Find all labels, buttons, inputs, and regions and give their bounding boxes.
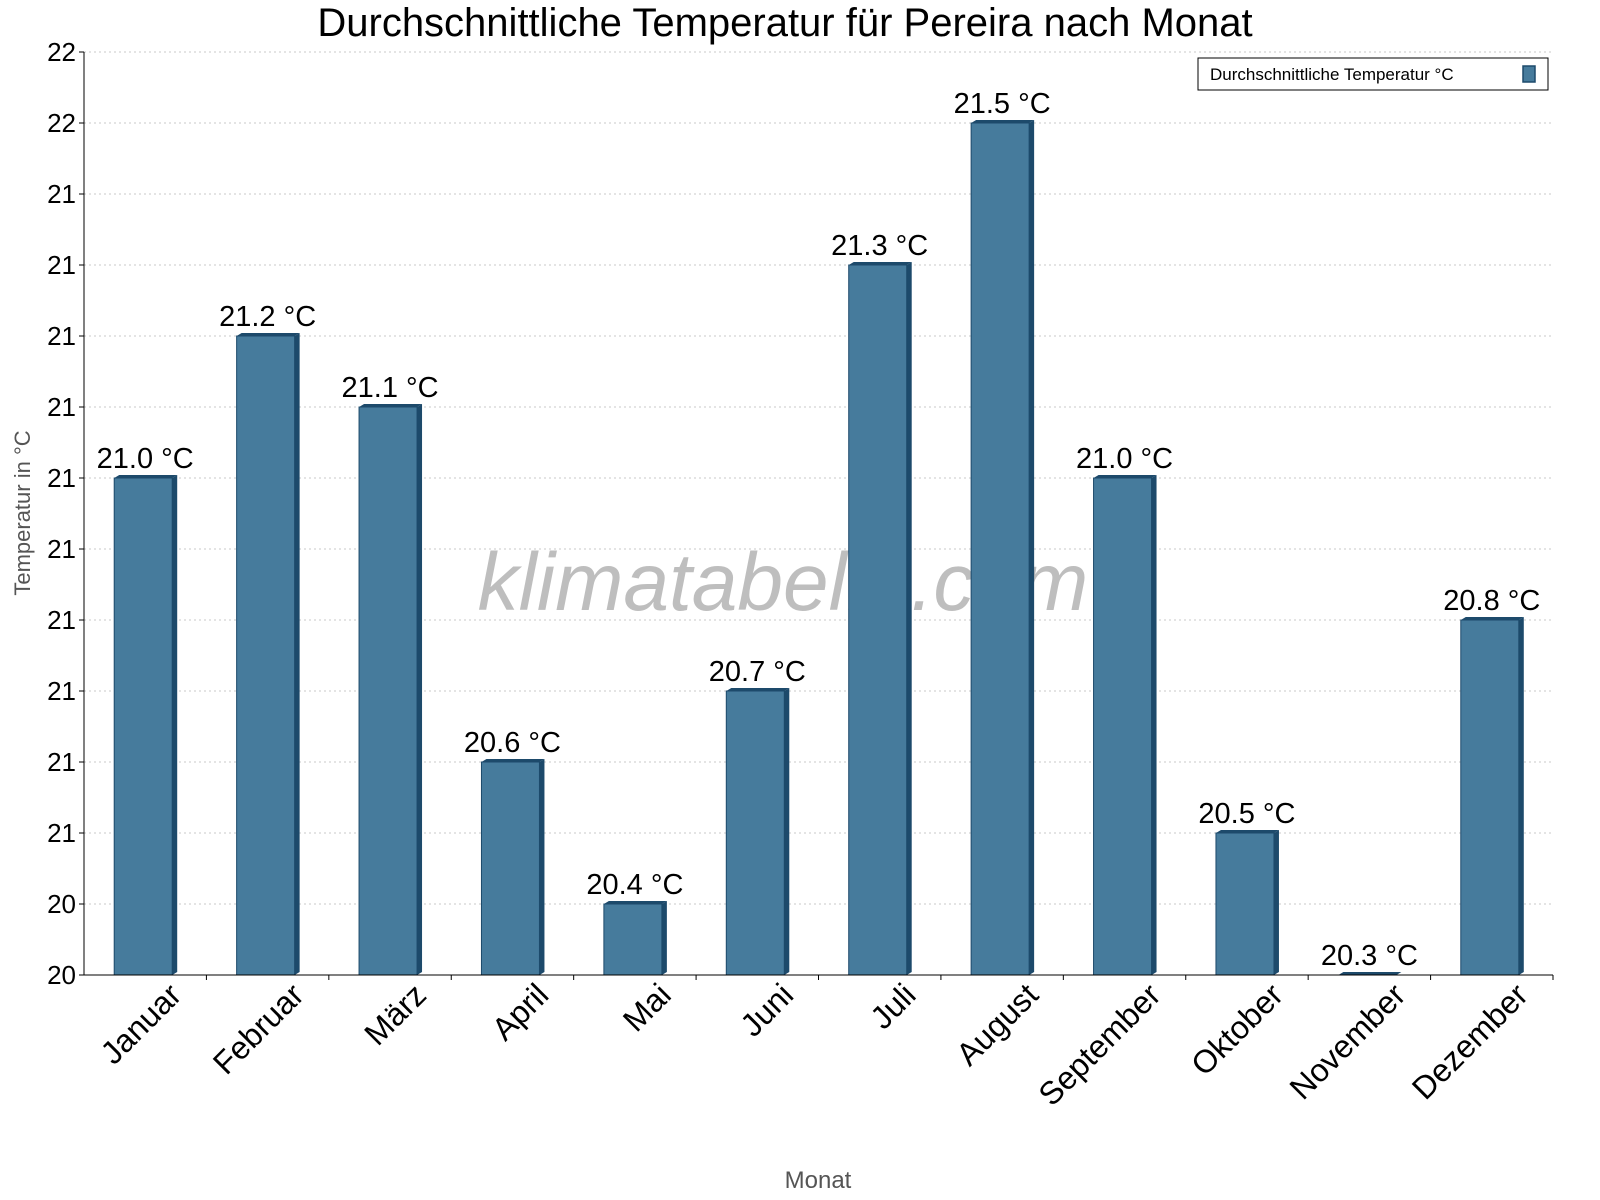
bar-top [603, 901, 667, 904]
legend-label: Durchschnittliche Temperatur °C [1210, 65, 1454, 84]
bar-top [1338, 972, 1402, 975]
bar-top [848, 262, 912, 265]
bar-side [784, 688, 790, 975]
bar-side [1518, 617, 1524, 975]
y-tick-label: 21 [47, 321, 76, 351]
y-tick-label: 21 [47, 179, 76, 209]
y-tick-label: 21 [47, 534, 76, 564]
y-tick-label: 21 [47, 463, 76, 493]
data-label: 21.2 °C [219, 301, 316, 333]
bar-side [539, 759, 545, 975]
y-tick-label: 22 [47, 37, 76, 67]
bar-april [480, 761, 540, 976]
bar-side [417, 404, 423, 975]
x-tick-label: Juli [863, 976, 922, 1035]
bar-top [114, 475, 178, 478]
legend-box [1197, 57, 1549, 91]
x-tick-label: Dezember [1405, 976, 1535, 1106]
bar-januar [113, 477, 173, 976]
x-axis-title: Monat [785, 1167, 852, 1194]
bar-side [172, 475, 178, 975]
bar-top [726, 688, 790, 691]
bars: 21.0 °C 21.2 °C 21.1 °C 20.6 °C 20.4 °C 20.7 … [97, 88, 1540, 976]
bar-side [906, 262, 912, 975]
gridlines [84, 51, 1553, 976]
x-tick-label: April [485, 976, 556, 1047]
bar-februar [236, 335, 296, 976]
bar-dezember [1460, 619, 1520, 976]
y-tick-label: 22 [47, 108, 76, 138]
x-tick-label: Juni [733, 976, 800, 1043]
bar-top [971, 120, 1035, 123]
data-label: 20.7 °C [709, 656, 806, 688]
chart-title: Durchschnittliche Temperatur für Pereira… [317, 1, 1252, 45]
x-tick-label: August [949, 976, 1045, 1072]
y-axis-title: Temperatur in °C [10, 430, 35, 595]
x-tick-label: Februar [206, 976, 311, 1081]
bar-oktober [1215, 832, 1275, 976]
data-label: 21.1 °C [342, 372, 439, 404]
y-tick-label: 20 [47, 960, 76, 990]
y-tick-label: 21 [47, 818, 76, 848]
data-label: 20.6 °C [464, 727, 561, 759]
data-label: 20.8 °C [1443, 585, 1540, 617]
data-label: 20.5 °C [1198, 798, 1295, 830]
bar-mai [603, 903, 663, 976]
data-label: 21.3 °C [831, 230, 928, 262]
x-tick-label: März [357, 976, 433, 1052]
bar-side [1273, 830, 1279, 975]
bar-top [236, 333, 300, 336]
x-tick-label: November [1282, 976, 1412, 1106]
x-tick-label: Oktober [1184, 976, 1290, 1082]
legend: Durchschnittliche Temperatur °C [1197, 57, 1549, 91]
bar-august [970, 122, 1030, 976]
y-tick-label: 21 [47, 747, 76, 777]
data-label: 21.0 °C [1076, 443, 1173, 475]
bar-top [1215, 830, 1279, 833]
bar-juni [725, 690, 785, 976]
bar-juli [848, 264, 908, 976]
y-tick-label: 21 [47, 605, 76, 635]
data-label: 21.0 °C [97, 443, 194, 475]
bar-top [481, 759, 545, 762]
y-tick-label: 21 [47, 392, 76, 422]
data-label: 20.3 °C [1321, 940, 1418, 972]
bar-top [1093, 475, 1157, 478]
x-tick-label: September [1031, 976, 1167, 1112]
bar-top [359, 404, 423, 407]
bar-september [1093, 477, 1153, 976]
bar-side [1151, 475, 1157, 975]
data-label: 21.5 °C [954, 88, 1051, 120]
bar-top [1460, 617, 1524, 620]
bar-märz [358, 406, 418, 976]
y-tick-label: 21 [47, 676, 76, 706]
bar-side [661, 901, 667, 975]
y-tick-label: 21 [47, 250, 76, 280]
x-tick-label: Mai [616, 976, 678, 1038]
legend-swatch [1522, 65, 1536, 83]
y-tick-label: 20 [47, 889, 76, 919]
x-tick-label: Januar [94, 976, 189, 1071]
bar-side [1029, 120, 1035, 975]
data-label: 20.4 °C [586, 869, 683, 901]
bar-side [294, 333, 300, 975]
